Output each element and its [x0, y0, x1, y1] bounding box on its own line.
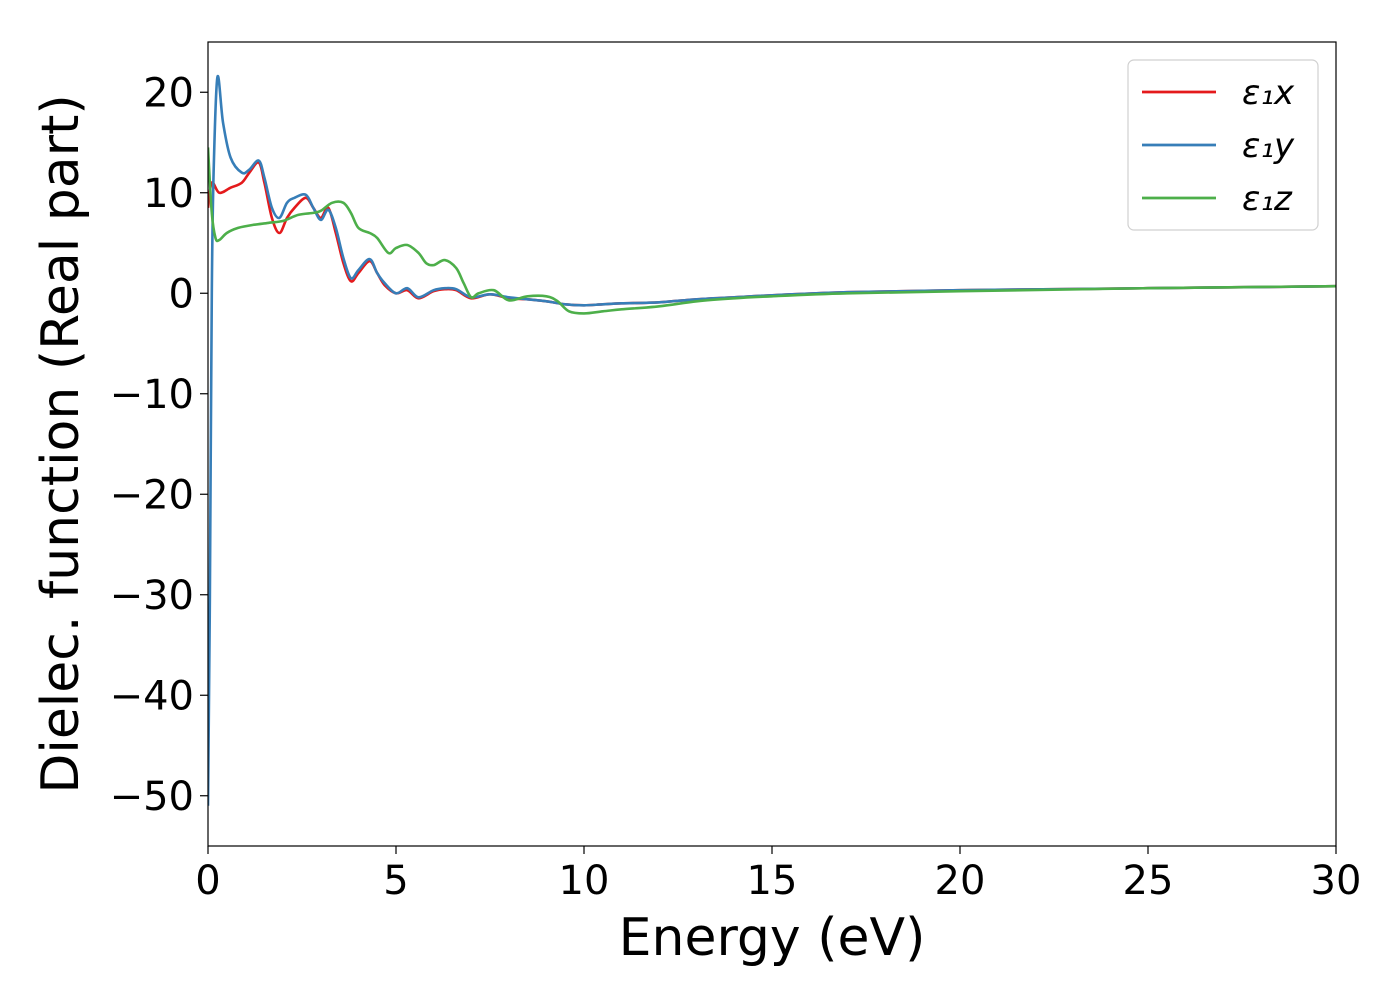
x-tick-label: 0 [195, 858, 220, 904]
legend-label-0: ε₁x [1242, 73, 1295, 113]
x-tick-label: 15 [747, 858, 798, 904]
x-axis-title: Energy (eV) [619, 908, 926, 968]
y-tick-label: −50 [110, 774, 194, 820]
y-tick-label: −10 [110, 372, 194, 418]
ticks-layer: 0 5 10 15 20 25 30 20 10 0 −10 −20 −30 −40 −50 [110, 70, 1362, 904]
series-line-1 [208, 74, 1336, 806]
legend-box [1127, 59, 1319, 231]
y-tick-label: 10 [143, 171, 194, 217]
legend-label-1: ε₁y [1242, 126, 1295, 166]
x-tick-label: 30 [1311, 858, 1362, 904]
y-tick-label: −30 [110, 573, 194, 619]
y-tick-label: −40 [110, 673, 194, 719]
x-tick-label: 25 [1123, 858, 1174, 904]
legend-label-2: ε₁z [1242, 179, 1293, 219]
series-layer [208, 74, 1336, 806]
x-tick-label: 5 [383, 858, 408, 904]
y-axis-title: Dielec. function (Real part) [31, 94, 91, 793]
x-tick-label: 20 [935, 858, 986, 904]
series-line-2 [208, 147, 1336, 315]
y-tick-label: 20 [143, 70, 194, 116]
y-tick-label: 0 [169, 271, 194, 317]
legend: ε₁x ε₁y ε₁z [1127, 59, 1319, 231]
x-tick-label: 10 [559, 858, 610, 904]
y-tick-label: −20 [110, 472, 194, 518]
